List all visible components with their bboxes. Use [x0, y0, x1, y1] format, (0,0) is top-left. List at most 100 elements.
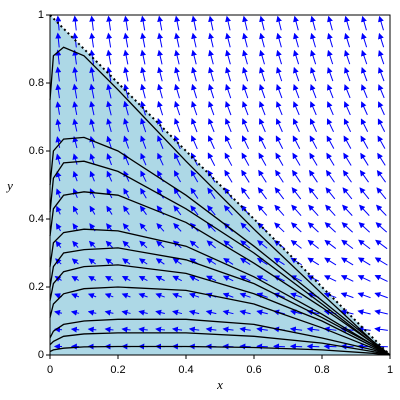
field-arrow — [106, 170, 113, 182]
field-arrow — [276, 66, 283, 82]
y-tick-label: 0.8 — [29, 77, 44, 89]
field-arrow — [189, 240, 199, 249]
field-arrow — [376, 204, 387, 216]
field-arrow — [341, 257, 354, 266]
field-arrow — [72, 118, 79, 132]
field-arrow — [140, 117, 147, 133]
trajectory — [49, 318, 391, 356]
field-arrow — [88, 258, 96, 265]
field-arrow — [72, 170, 79, 182]
field-arrow — [55, 188, 62, 198]
field-arrow — [190, 170, 199, 183]
field-arrow — [240, 187, 250, 200]
field-arrow — [106, 118, 112, 132]
field-arrow — [173, 187, 182, 199]
field-arrow — [256, 257, 268, 266]
trajectory — [49, 247, 391, 356]
field-arrow — [172, 292, 183, 299]
field-arrow — [87, 293, 97, 299]
field-arrow — [123, 205, 130, 215]
field-arrow — [206, 222, 216, 232]
field-arrow — [191, 66, 197, 82]
field-arrow — [309, 135, 318, 149]
field-arrow — [275, 135, 284, 149]
field-arrow — [87, 309, 97, 316]
field-arrow — [274, 187, 285, 200]
field-arrow — [172, 258, 182, 265]
field-arrow — [342, 204, 353, 216]
field-arrow — [140, 135, 147, 149]
field-arrow — [190, 187, 199, 199]
field-arrow — [239, 292, 251, 299]
field-arrow — [88, 240, 96, 248]
field-arrow — [357, 309, 371, 316]
field-arrow — [309, 118, 317, 133]
field-arrow — [360, 118, 369, 132]
field-arrow — [360, 135, 369, 149]
field-arrow — [325, 187, 336, 200]
field-arrow — [340, 275, 354, 282]
field-arrow — [106, 188, 113, 199]
field-arrow — [239, 275, 251, 282]
field-arrow — [208, 32, 214, 48]
field-arrow — [309, 101, 317, 116]
trajectory — [49, 160, 391, 356]
field-arrow — [241, 135, 249, 150]
field-arrow — [190, 205, 199, 216]
x-tick-label: 0.2 — [110, 364, 125, 376]
field-arrow — [72, 153, 79, 165]
field-arrow — [123, 118, 129, 133]
field-arrow — [240, 240, 251, 249]
field-arrow — [222, 292, 234, 299]
y-axis-label: y — [5, 178, 13, 193]
field-arrow — [377, 135, 386, 149]
field-arrow — [157, 15, 164, 31]
field-arrow — [106, 15, 113, 31]
field-arrow — [205, 326, 217, 333]
field-arrow — [157, 32, 164, 48]
field-arrow — [208, 83, 215, 99]
field-arrow — [155, 292, 165, 299]
trajectory — [49, 46, 391, 356]
field-arrow — [324, 239, 337, 249]
field-arrow — [123, 83, 129, 99]
field-arrow — [308, 187, 319, 200]
field-arrow — [343, 66, 351, 82]
field-arrow — [89, 118, 96, 132]
field-arrow — [71, 293, 80, 299]
field-arrow — [106, 223, 113, 232]
field-arrow — [105, 276, 114, 282]
field-arrow — [156, 187, 164, 199]
field-arrow — [140, 32, 147, 48]
field-arrow — [222, 326, 234, 333]
field-arrow — [343, 135, 352, 149]
field-arrow — [138, 292, 148, 299]
field-arrow — [309, 84, 317, 99]
field-arrow — [140, 152, 147, 166]
field-arrow — [157, 135, 164, 150]
field-arrow — [173, 117, 181, 133]
field-arrow — [293, 15, 299, 31]
field-arrow — [223, 240, 234, 249]
field-arrow — [140, 83, 146, 99]
field-arrow — [72, 101, 79, 116]
field-arrow — [174, 83, 180, 99]
field-arrow — [307, 257, 320, 266]
field-arrow — [70, 326, 80, 333]
field-arrow — [140, 66, 146, 82]
field-arrow — [123, 188, 130, 199]
field-arrow — [105, 240, 113, 248]
field-arrow — [55, 32, 62, 48]
field-arrow — [174, 152, 181, 166]
field-arrow — [344, 15, 350, 31]
field-arrow — [140, 170, 147, 182]
field-arrow — [257, 240, 268, 249]
field-arrow — [377, 84, 385, 99]
field-arrow — [174, 100, 181, 116]
field-arrow — [157, 100, 164, 116]
field-arrow — [123, 66, 130, 82]
field-arrow — [242, 15, 248, 31]
field-arrow — [274, 204, 285, 216]
field-arrow — [241, 101, 249, 116]
field-arrow — [123, 100, 129, 116]
